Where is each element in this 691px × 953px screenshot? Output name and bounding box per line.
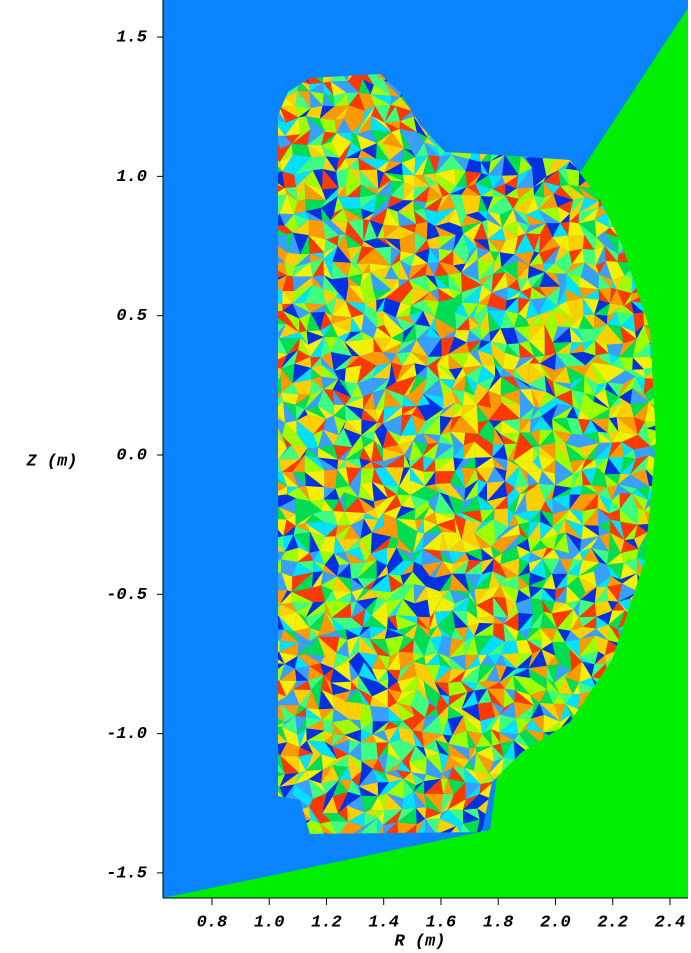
- x-tick-label: 1.2: [311, 913, 342, 932]
- x-tick-label: 0.8: [197, 913, 228, 932]
- y-tick-label: 1.0: [116, 168, 147, 187]
- y-tick-label: -0.5: [106, 586, 147, 605]
- x-tick-label: 2.0: [540, 913, 571, 932]
- y-tick-label: 1.5: [116, 29, 147, 48]
- x-tick-label: 1.8: [483, 913, 514, 932]
- y-tick-label: -1.5: [106, 864, 147, 883]
- y-axis-label: Z (m): [25, 452, 77, 471]
- x-tick-label: 1.0: [254, 913, 285, 932]
- x-tick-label: 2.2: [597, 913, 628, 932]
- y-tick-label: 0.5: [116, 307, 147, 326]
- plot-area: [163, 0, 688, 898]
- y-tick-label: 0.0: [116, 446, 147, 465]
- y-tick-label: -1.0: [106, 725, 147, 744]
- x-tick-label: 1.6: [426, 913, 457, 932]
- x-tick-label: 2.4: [655, 913, 686, 932]
- x-tick-label: 1.4: [368, 913, 399, 932]
- x-axis-label: R (m): [394, 932, 445, 951]
